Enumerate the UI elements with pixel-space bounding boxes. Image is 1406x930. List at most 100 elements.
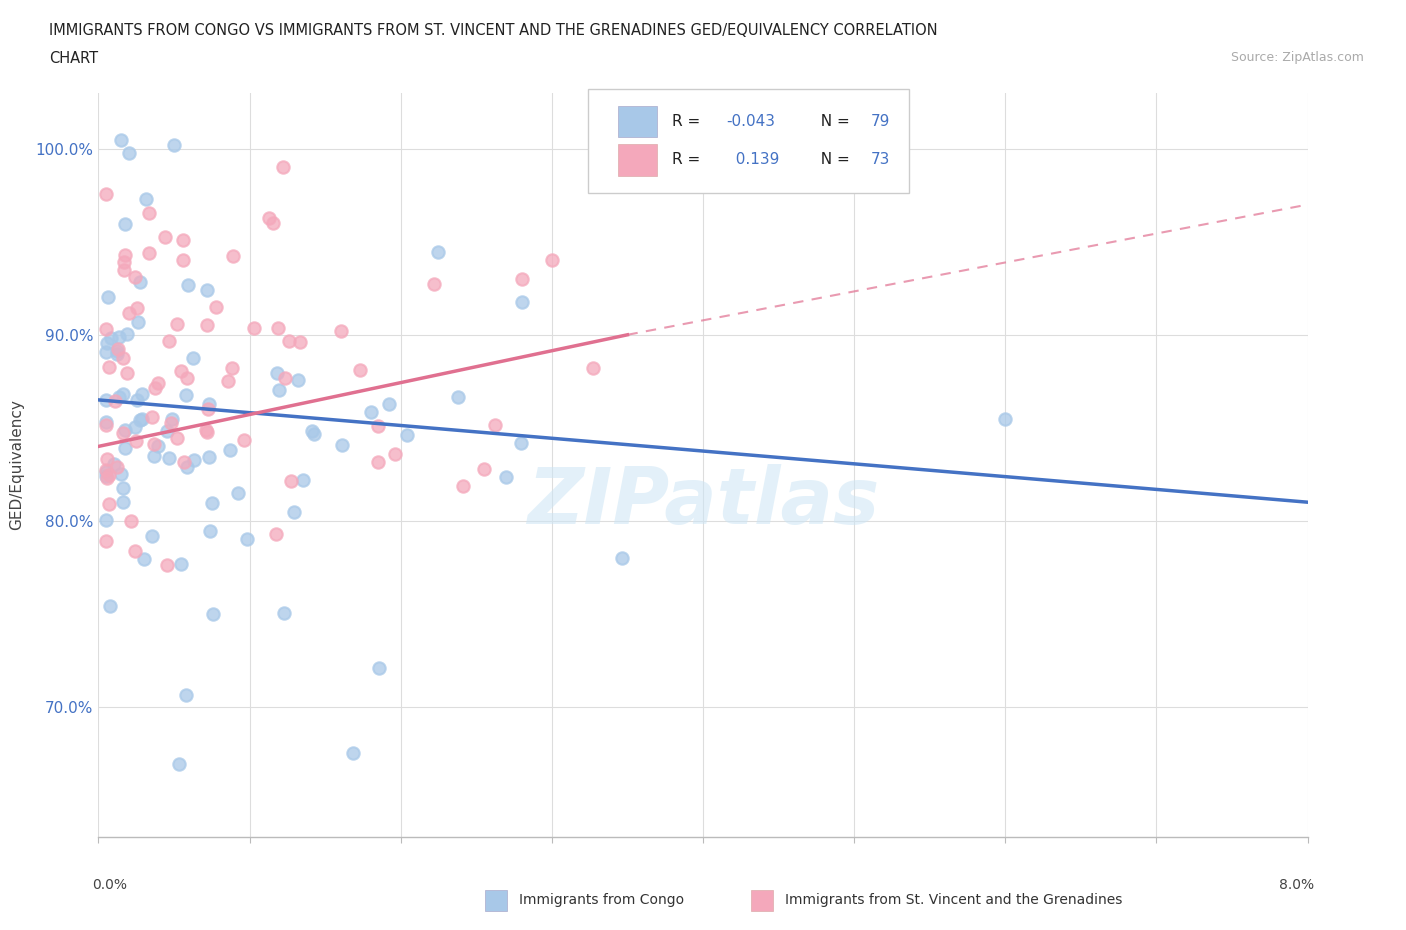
Point (377, 396, 399, 411)
Point (94, 345, 117, 360)
Point (176, 459, 198, 474)
Point (423, 277, 446, 292)
Point (98, 599, 121, 614)
Point (257, 211, 280, 226)
Text: IMMIGRANTS FROM CONGO VS IMMIGRANTS FROM ST. VINCENT AND THE GRENADINES GED/EQUI: IMMIGRANTS FROM CONGO VS IMMIGRANTS FROM… (49, 23, 938, 38)
Point (287, 373, 309, 388)
Point (197, 402, 219, 417)
Point (280, 473, 302, 488)
Point (174, 387, 197, 402)
Point (104, 393, 127, 408)
Point (329, 324, 352, 339)
Text: N =: N = (811, 113, 855, 128)
Point (141, 529, 163, 544)
Point (509, 435, 531, 450)
Point (176, 371, 198, 386)
Point (125, 392, 148, 407)
Point (221, 249, 243, 264)
Point (367, 660, 389, 675)
Point (283, 505, 305, 520)
Point (197, 396, 219, 411)
Point (271, 160, 294, 175)
Point (360, 405, 382, 419)
Point (262, 216, 284, 231)
Point (143, 437, 166, 452)
Point (183, 452, 205, 467)
Point (176, 687, 198, 702)
Point (112, 495, 135, 510)
Point (111, 425, 134, 440)
Point (94, 415, 117, 430)
Point (266, 365, 288, 380)
Text: Source: ZipAtlas.com: Source: ZipAtlas.com (1230, 51, 1364, 64)
Point (205, 299, 228, 314)
Text: 0.139: 0.139 (725, 153, 779, 167)
Point (114, 423, 136, 438)
Point (612, 551, 634, 565)
Point (138, 246, 160, 260)
Point (118, 306, 141, 321)
Point (105, 344, 128, 359)
Point (114, 441, 136, 456)
Point (143, 381, 166, 396)
Point (217, 373, 239, 388)
Point (195, 425, 218, 440)
Point (201, 606, 224, 621)
Point (301, 423, 323, 438)
Point (97, 290, 120, 305)
Point (98, 497, 121, 512)
Point (484, 418, 506, 432)
Point (107, 342, 129, 357)
Point (510, 272, 533, 286)
Point (103, 457, 125, 472)
Text: Immigrants from Congo: Immigrants from Congo (519, 893, 685, 908)
Text: 79: 79 (872, 113, 890, 128)
Point (156, 424, 179, 439)
FancyBboxPatch shape (751, 890, 773, 910)
Point (94, 187, 117, 202)
Point (94, 469, 117, 484)
Point (110, 467, 132, 482)
Text: Immigrants from St. Vincent and the Grenadines: Immigrants from St. Vincent and the Gren… (785, 893, 1122, 908)
Point (177, 277, 200, 292)
Text: 0.0%: 0.0% (93, 878, 128, 892)
Point (395, 427, 418, 442)
Point (288, 334, 311, 349)
Point (226, 485, 249, 500)
Point (172, 253, 194, 268)
Point (146, 438, 169, 453)
Point (108, 329, 131, 344)
Point (94, 418, 117, 432)
Point (112, 254, 135, 269)
Point (170, 556, 193, 571)
Point (142, 448, 165, 463)
FancyBboxPatch shape (619, 144, 657, 176)
Text: N =: N = (811, 153, 855, 167)
Point (97, 359, 120, 374)
Point (243, 320, 266, 335)
Point (159, 416, 181, 431)
Point (172, 232, 194, 247)
Point (200, 496, 222, 511)
Text: 8.0%: 8.0% (1278, 878, 1313, 892)
Point (94, 392, 117, 407)
Point (170, 363, 193, 378)
Point (114, 247, 136, 262)
Point (195, 283, 218, 298)
Point (198, 449, 221, 464)
Point (157, 451, 180, 466)
Point (273, 605, 295, 620)
Point (166, 431, 188, 445)
Point (105, 347, 128, 362)
Text: -0.043: -0.043 (725, 113, 775, 128)
Point (267, 383, 290, 398)
Point (141, 409, 163, 424)
Point (131, 387, 153, 402)
Point (236, 532, 259, 547)
Point (108, 390, 131, 405)
Point (330, 438, 353, 453)
Point (124, 270, 146, 285)
Point (166, 316, 188, 331)
Point (100, 330, 122, 345)
Point (129, 412, 152, 427)
